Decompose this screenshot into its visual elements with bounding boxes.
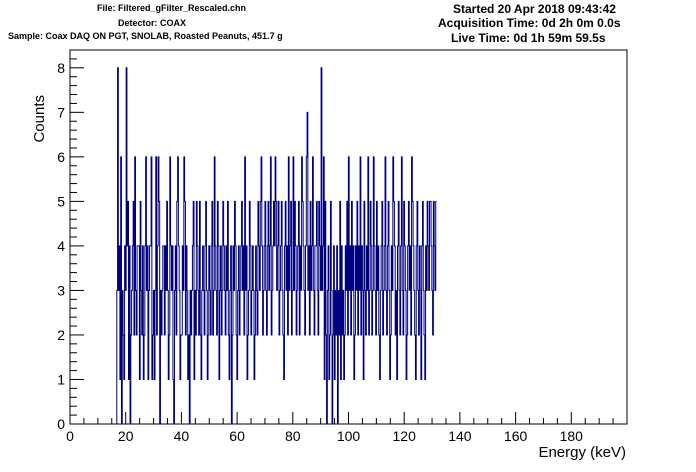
file-label: File: Filtered_gFilter_Rescaled.chn	[97, 3, 247, 13]
live-time-label: Live Time: 0d 1h 59m 59.5s	[451, 31, 606, 45]
x-tick-label: 120	[393, 428, 417, 444]
detector-label: Detector: COAX	[118, 18, 187, 28]
y-tick-label: 4	[57, 238, 65, 254]
y-tick-label: 5	[57, 193, 65, 209]
y-tick-label: 8	[57, 60, 65, 76]
x-tick-label: 160	[504, 428, 528, 444]
acquisition-time-label: Acquisition Time: 0d 2h 0m 0.0s	[438, 16, 621, 30]
started-label: Started 20 Apr 2018 09:43:42	[453, 2, 616, 16]
chart-marks	[70, 67, 437, 425]
x-axis-title: Energy (keV)	[538, 444, 626, 461]
y-tick-label: 3	[57, 282, 65, 298]
y-tick-label: 0	[57, 416, 65, 432]
y-axis: 0 1 2 3 4 5 6 7 8	[57, 49, 84, 432]
x-tick-label: 20	[118, 428, 134, 444]
x-tick-label: 100	[337, 428, 361, 444]
x-tick-label: 60	[229, 428, 245, 444]
y-tick-label: 7	[57, 104, 65, 120]
x-axis: 0 20 40 60 80 100 120 140 160 180	[66, 412, 628, 444]
x-tick-label: 40	[174, 428, 190, 444]
x-tick-label: 80	[285, 428, 301, 444]
y-tick-label: 2	[57, 327, 65, 343]
y-axis-title: Counts	[31, 95, 48, 143]
x-tick-label: 180	[560, 428, 584, 444]
y-tick-label: 6	[57, 149, 65, 165]
y-tick-label: 1	[57, 371, 65, 387]
x-tick-label: 140	[448, 428, 472, 444]
histogram-series-line	[70, 67, 437, 425]
x-tick-label: 0	[66, 428, 74, 444]
sample-label: Sample: Coax DAQ ON PGT, SNOLAB, Roasted…	[8, 31, 283, 41]
